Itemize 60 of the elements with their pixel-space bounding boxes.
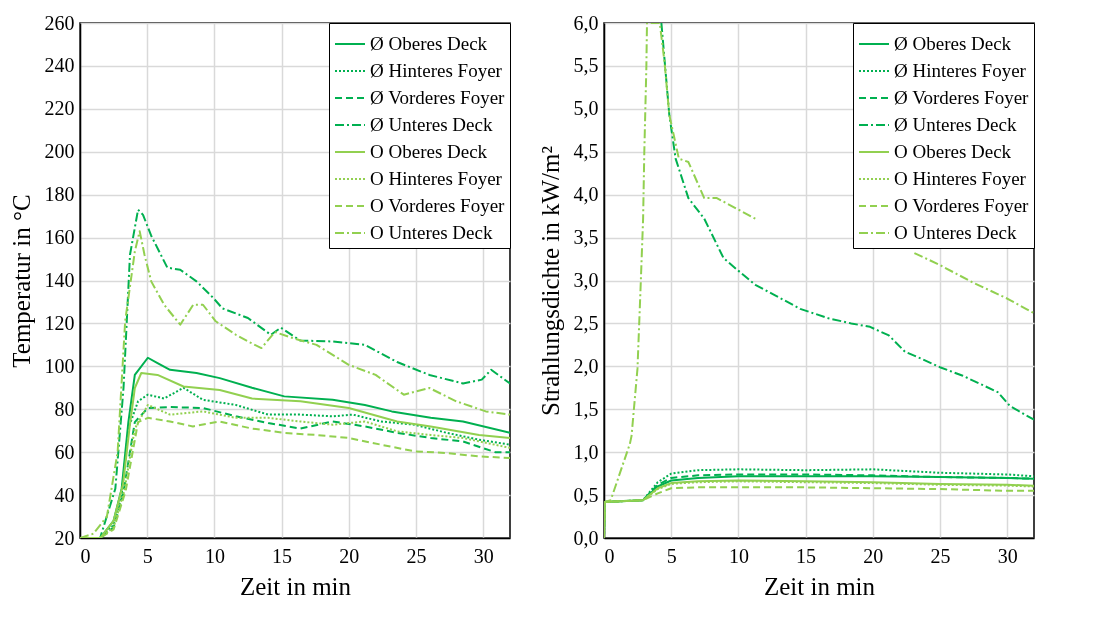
y-tick-label: 6,0	[573, 11, 599, 34]
legend-label: Ø Hinteres Foyer	[370, 60, 503, 81]
y-tick-label: 140	[44, 269, 75, 291]
legend-label: Ø Unteres Deck	[370, 114, 493, 135]
y-tick-label: 2,5	[573, 311, 599, 334]
y-tick-label: 240	[44, 54, 75, 77]
y-tick-label: 260	[44, 11, 75, 34]
x-tick-label: 0	[80, 544, 91, 567]
y-tick-label: 100	[44, 354, 75, 377]
x-tick-label: 30	[997, 544, 1018, 567]
y-tick-label: 0,0	[573, 526, 599, 549]
legend-label: O Vorderes Foyer	[370, 195, 506, 216]
y-tick-label: 2,0	[573, 354, 599, 377]
y-axis-title: Strahlungsdichte in kW/m²	[536, 146, 564, 416]
y-tick-label: 180	[44, 183, 75, 206]
legend-label: O Vorderes Foyer	[894, 195, 1030, 216]
x-tick-label: 25	[406, 544, 427, 567]
y-axis-title: Temperatur in °C	[7, 194, 35, 368]
x-tick-label: 0	[604, 544, 615, 567]
legend-label: O Unteres Deck	[370, 222, 493, 243]
x-tick-label: 10	[204, 544, 225, 567]
y-tick-label: 160	[44, 226, 75, 249]
y-tick-label: 20	[54, 526, 75, 549]
x-tick-label: 15	[272, 544, 293, 567]
legend-label: O Hinteres Foyer	[370, 168, 503, 189]
legend-label: O Unteres Deck	[894, 222, 1017, 243]
y-tick-label: 4,5	[573, 140, 599, 163]
x-tick-label: 5	[666, 544, 677, 567]
y-tick-label: 1,5	[573, 397, 599, 420]
x-tick-label: 20	[863, 544, 884, 567]
x-tick-label: 25	[930, 544, 951, 567]
legend-label: Ø Vorderes Foyer	[370, 87, 506, 108]
y-tick-label: 220	[44, 97, 75, 120]
legend-label: Ø Hinteres Foyer	[894, 60, 1027, 81]
y-tick-label: 0,5	[573, 483, 599, 506]
y-tick-label: 1,0	[573, 440, 599, 463]
y-tick-label: 3,0	[573, 269, 599, 291]
y-tick-label: 5,0	[573, 97, 599, 120]
x-tick-label: 20	[339, 544, 360, 567]
y-tick-label: 200	[44, 140, 75, 163]
x-tick-label: 30	[473, 544, 494, 567]
y-tick-label: 120	[44, 311, 75, 334]
y-tick-label: 3,5	[573, 226, 599, 249]
legend-label: Ø Oberes Deck	[894, 33, 1012, 54]
legend-label: O Hinteres Foyer	[894, 168, 1027, 189]
y-tick-label: 4,0	[573, 183, 599, 206]
x-axis-title: Zeit in min	[763, 572, 876, 600]
x-tick-label: 15	[796, 544, 817, 567]
legend-label: Ø Oberes Deck	[370, 33, 488, 54]
x-tick-label: 10	[728, 544, 749, 567]
y-tick-label: 60	[54, 440, 75, 463]
y-tick-label: 5,5	[573, 54, 599, 77]
legend-label: O Oberes Deck	[370, 141, 488, 162]
x-tick-label: 5	[142, 544, 153, 567]
y-tick-label: 40	[54, 483, 75, 506]
y-tick-label: 80	[54, 397, 75, 420]
x-axis-title: Zeit in min	[239, 572, 352, 600]
legend-label: Ø Vorderes Foyer	[894, 87, 1030, 108]
legend-label: Ø Unteres Deck	[894, 114, 1017, 135]
legend-label: O Oberes Deck	[894, 141, 1012, 162]
